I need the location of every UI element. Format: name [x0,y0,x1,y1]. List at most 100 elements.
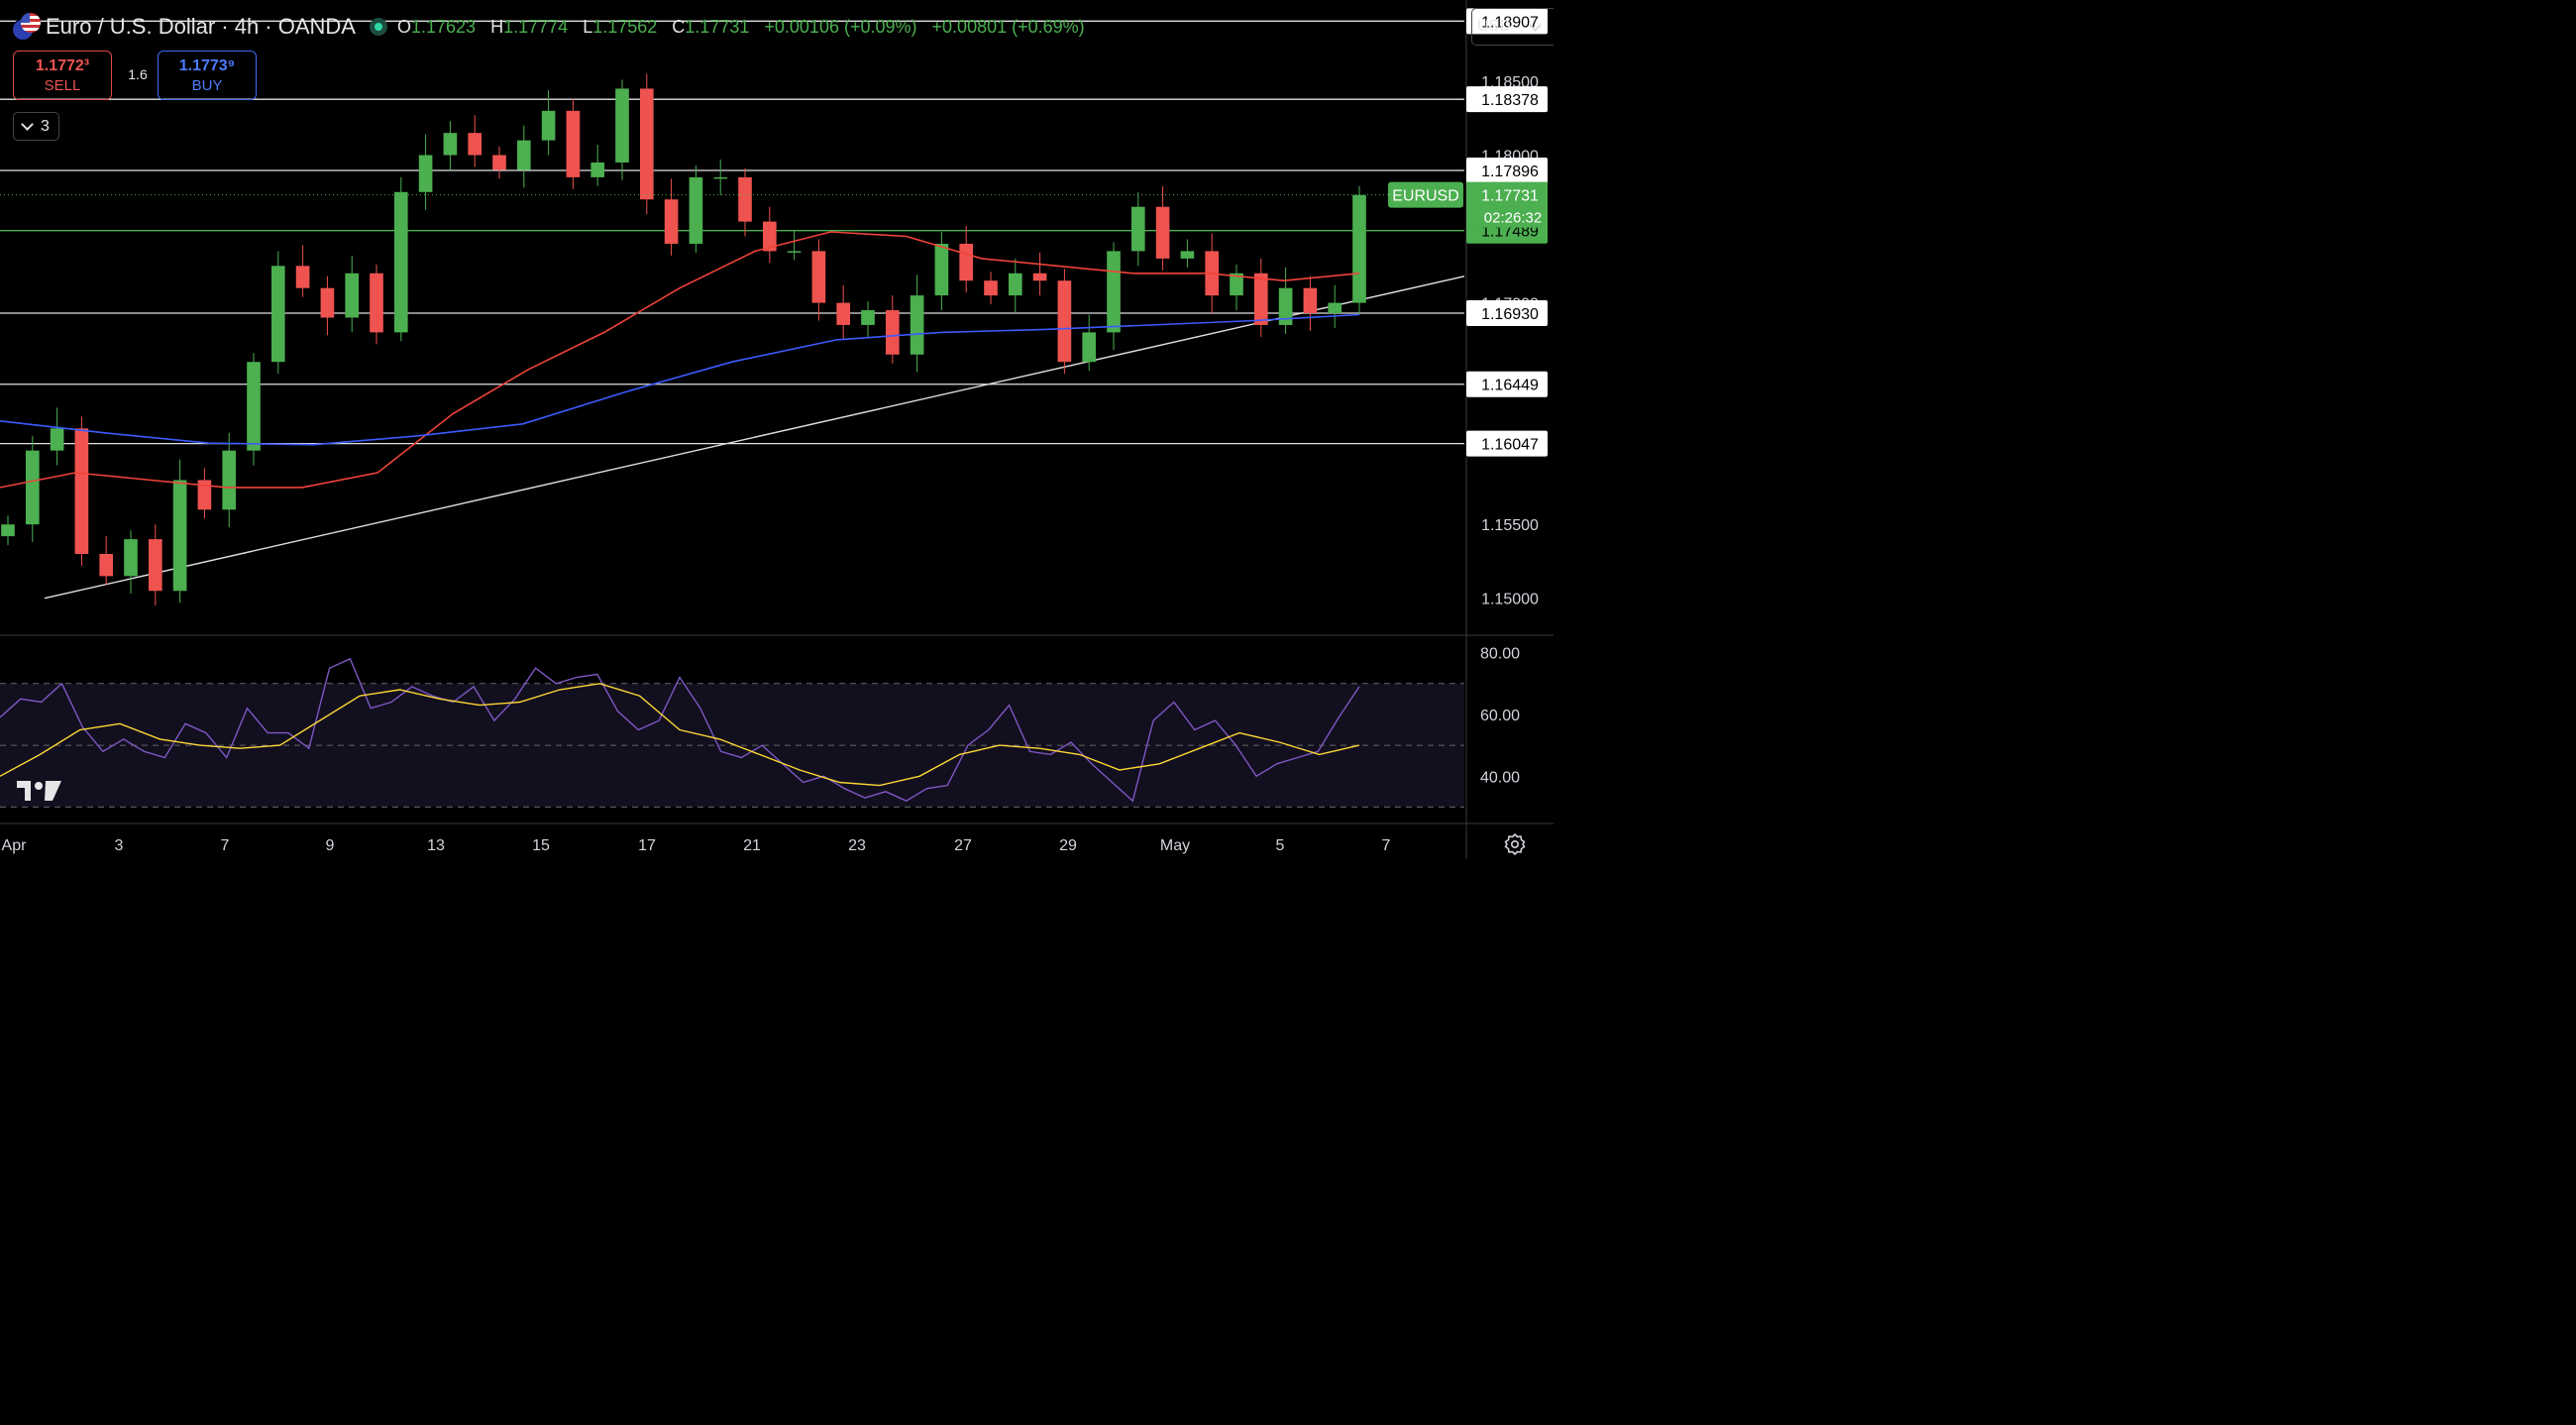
buy-price: 1.1773⁹ [178,57,236,74]
time-tick-label: May [1160,837,1190,854]
spread-value: 1.6 [128,66,148,82]
time-tick-label: 7 [1382,837,1391,854]
horizontal-line-label: 1.16449 [1481,378,1539,394]
candle-body [738,176,752,222]
candle-body [1352,194,1366,303]
change-value: +0.00106 (+0.09%) [764,16,917,37]
candle-body [418,155,433,192]
time-tick-label: 3 [115,837,124,854]
candle-body [934,243,949,296]
time-tick-label: 23 [848,837,866,854]
indicators-collapse-button[interactable]: 3 [13,112,59,141]
horizontal-line-label-bg [1466,371,1548,397]
candle-body [1057,280,1072,363]
horizontal-line-label: 1.16930 [1481,306,1539,323]
time-tick-label: 5 [1276,837,1285,854]
logo-part [17,781,31,801]
currency-select[interactable]: USD [1471,8,1554,46]
candle-body [1130,206,1145,252]
time-tick-label: 29 [1059,837,1077,854]
close-value: 1.17731 [685,16,750,37]
logo-part [35,782,43,790]
rsi-tick-label: 80.00 [1480,646,1520,663]
horizontal-line-label-bg [1466,86,1548,113]
time-tick-label: Apr [2,837,28,854]
candle-body [270,266,285,363]
candle-body [811,251,826,303]
horizontal-line-label: 1.18907 [1481,14,1539,31]
symbol-badge: EURUSD [1392,188,1459,205]
symbol-badge-bg [1388,181,1463,208]
candle-body [910,295,924,355]
chevron-down-icon [1528,18,1542,32]
last-price-label: 1.17731 [1481,188,1539,205]
time-tick-label: 27 [954,837,972,854]
candle-body [516,140,531,170]
candle-body [197,480,212,510]
candle-body [1,524,15,537]
close-label: C [672,16,686,37]
ohlc-values: O1.17623 H1.17774 L1.17562 C1.17731 +0.0… [397,17,1095,38]
candle-body [984,280,998,296]
candle-body [172,480,187,592]
candle-body [590,162,605,177]
candle-body [148,539,162,592]
candle-body [345,273,360,318]
last-price-label-bg [1466,181,1548,228]
indicators-count: 3 [41,117,50,135]
time-tick-label: 13 [427,837,445,854]
low-value: 1.17562 [592,16,658,37]
horizontal-line-label-bg [1466,8,1548,35]
symbol-title[interactable]: Euro / U.S. Dollar · 4h · OANDA [46,14,356,39]
candle-body [615,88,629,163]
open-value: 1.17623 [411,16,477,37]
candle-body [787,251,802,253]
candle-body [247,362,261,451]
currency-value: USD [1477,18,1511,35]
chevron-down-icon [21,118,34,131]
candles-group [1,73,1366,606]
candle-body [861,310,875,325]
price-tick-label: 1.15500 [1481,517,1539,534]
market-open-icon [369,18,387,36]
buy-button[interactable]: 1.1773⁹ BUY [158,51,257,100]
symbol-flag-icon [12,13,41,41]
candle-body [639,88,654,200]
candle-body [1032,273,1047,281]
candle-body [468,133,483,156]
horizontal-line-label-bg [1466,300,1548,327]
candle-body [1253,273,1268,325]
sell-button[interactable]: 1.1772³ SELL [13,51,112,100]
candle-body [25,450,40,525]
candle-body [762,221,777,252]
candle-body [1303,287,1318,314]
candle-body [50,428,64,451]
horizontal-line-label-bg [1466,158,1548,184]
candle-body [295,266,310,288]
candle-body [492,155,506,170]
candle-body [393,191,408,333]
rsi-ma-line [0,683,1360,787]
candle-body [959,243,974,281]
change-total-value: +0.00801 (+0.69%) [931,16,1085,37]
rsi-line [0,657,1360,803]
candle-body [1328,302,1342,314]
candle-body [713,176,728,179]
candle-body [664,199,679,244]
time-tick-label: 7 [221,837,230,854]
high-value: 1.17774 [503,16,569,37]
candle-body [1082,332,1097,363]
high-label: H [490,16,504,37]
sell-price: 1.1772³ [35,57,90,74]
bar-countdown-label: 02:26:32 [1484,210,1542,227]
gear-icon[interactable] [1503,832,1527,856]
chart-header: Euro / U.S. Dollar · 4h · OANDA O1.17623… [12,12,1095,42]
rsi-tick-label: 60.00 [1480,708,1520,724]
candle-body [222,450,237,510]
candle-body [1008,273,1022,296]
trendline [44,275,1465,600]
moving-average-red [0,231,1360,489]
trading-chart[interactable]: 1.185001.180001.175001.170001.155001.150… [0,0,1554,859]
candle-body [1107,251,1121,333]
open-label: O [396,16,411,37]
